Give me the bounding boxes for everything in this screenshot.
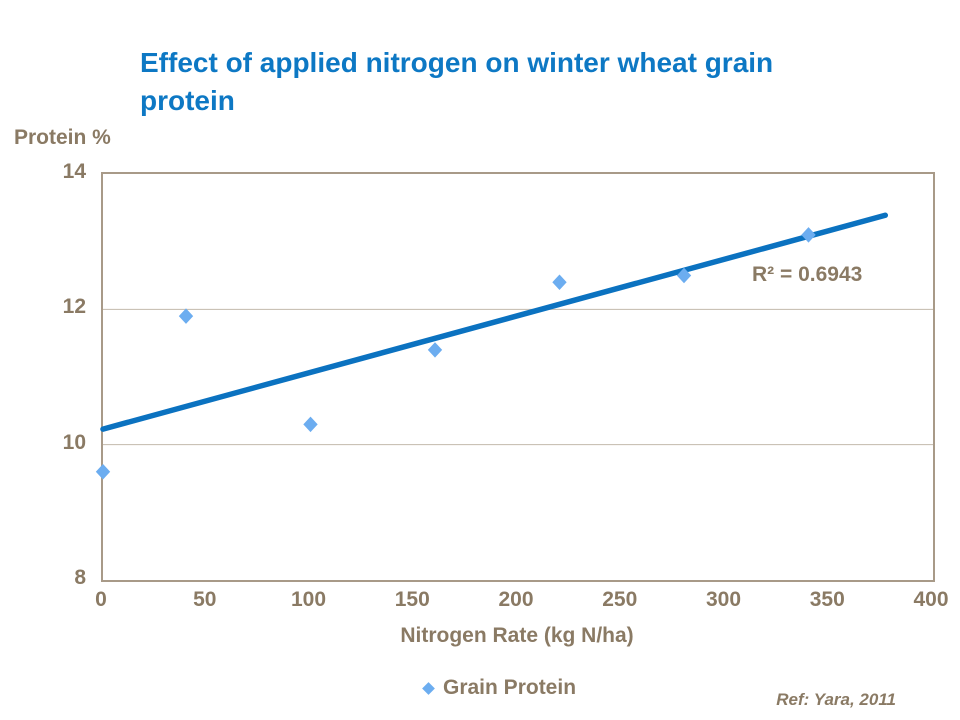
x-tick-label: 150 <box>394 588 430 611</box>
reference-note: Ref: Yara, 2011 <box>776 690 896 709</box>
data-point-diamond <box>95 463 111 480</box>
y-axis-title: Protein % <box>14 126 111 149</box>
chart-canvas <box>95 212 933 480</box>
y-tick-label: 14 <box>62 160 86 183</box>
x-tick-label: 400 <box>913 588 949 611</box>
trendline <box>100 212 889 432</box>
x-tick-label: 0 <box>95 588 107 611</box>
x-tick-label: 50 <box>193 588 217 611</box>
y-tick-label: 8 <box>74 566 86 589</box>
data-point-diamond <box>178 308 194 324</box>
diamond-icon <box>422 681 435 695</box>
r-squared-annotation: R² = 0.6943 <box>752 263 863 286</box>
x-tick-label: 100 <box>290 588 327 611</box>
chart-title: Effect of applied nitrogen on winter whe… <box>140 47 774 116</box>
legend-label: Grain Protein <box>443 676 577 699</box>
data-point-diamond <box>676 267 692 284</box>
y-tick-label: 10 <box>62 430 86 454</box>
data-point-diamond <box>303 416 318 433</box>
data-point-diamond <box>427 342 443 358</box>
x-tick-label: 200 <box>498 588 534 611</box>
legend: Grain Protein <box>422 676 577 700</box>
x-tick-label: 250 <box>602 588 638 611</box>
x-tick-label: 350 <box>809 588 845 611</box>
data-point-diamond <box>801 227 816 243</box>
x-axis-title: Nitrogen Rate (kg N/ha) <box>400 624 634 647</box>
x-tick-label: 300 <box>705 588 742 611</box>
data-point-diamond <box>552 274 567 291</box>
y-tick-label: 12 <box>62 295 86 319</box>
plot-area <box>95 172 935 582</box>
